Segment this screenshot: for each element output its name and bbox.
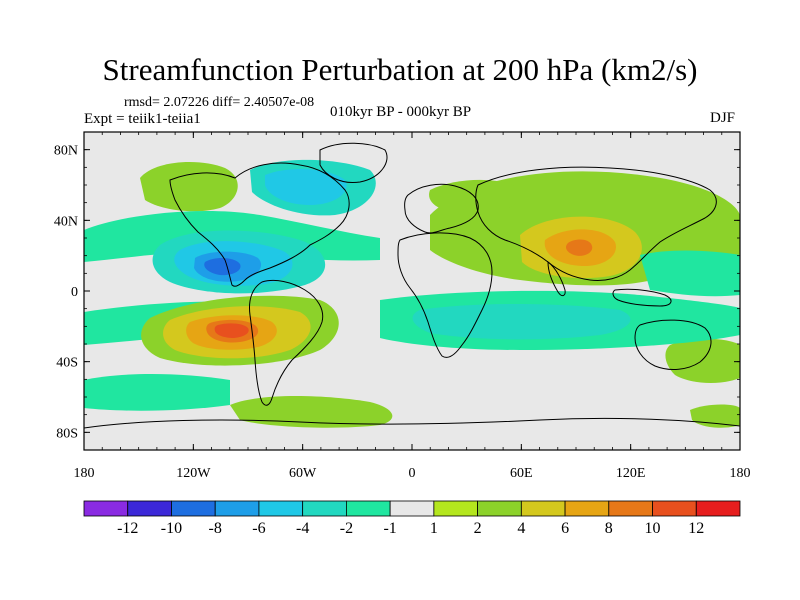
negative-band-east	[640, 250, 740, 297]
colorbar-label: -1	[383, 520, 396, 537]
positive-core-asia-8	[566, 239, 593, 256]
coast-india	[547, 260, 566, 297]
colorbar-swatch	[302, 500, 347, 517]
lat-tick-label: 40S	[56, 356, 78, 371]
positive-alaska	[140, 162, 238, 212]
season-label: DJF	[710, 110, 736, 126]
colorbar: -12 -10 -8 -6 -4 -2 -1 1 2 4 6 8 10 12	[83, 500, 741, 537]
colorbar-swatch	[695, 500, 741, 517]
lon-tick-label: 60E	[510, 466, 533, 481]
colorbar-label: -6	[252, 520, 265, 537]
negative-band-farsouth	[84, 374, 230, 411]
colorbar-swatch	[564, 500, 610, 517]
colorbar-label: 1	[430, 520, 438, 537]
coast-south-america	[249, 279, 324, 406]
lon-tick-label: 120W	[176, 466, 211, 481]
lat-tick-label: 40N	[54, 214, 78, 229]
positive-south-america-10	[214, 323, 249, 338]
colorbar-label: 10	[645, 520, 661, 537]
negative-pacific-8	[204, 258, 241, 276]
colorbar-label: -12	[117, 520, 138, 537]
colorbar-swatch	[608, 500, 653, 517]
colorbar-label: 4	[517, 520, 525, 537]
stats-line: rmsd= 2.07226 diff= 2.40507e-08	[124, 95, 315, 110]
coast-north-america	[169, 162, 350, 287]
contour-fills	[84, 159, 740, 428]
longitude-axis: 180 120W 60W 0 60E 120E 180	[74, 132, 751, 481]
lon-tick-label: 120E	[616, 466, 646, 481]
colorbar-swatch	[127, 500, 172, 517]
negative-north-america-core	[265, 168, 347, 205]
coastlines	[84, 142, 740, 429]
colorbar-swatch	[520, 500, 566, 517]
coast-asia	[475, 166, 717, 281]
colorbar-label: 2	[474, 520, 482, 537]
colorbar-label: -8	[209, 520, 222, 537]
experiment-label: Expt = teiik1-teiia1	[84, 111, 201, 127]
lat-tick-label: 80N	[54, 144, 78, 159]
coast-africa	[397, 232, 493, 358]
colorbar-label: 8	[605, 520, 613, 537]
positive-southern-band	[230, 396, 393, 428]
lon-tick-label: 180	[74, 466, 95, 481]
negative-southern-indian	[412, 304, 631, 340]
colorbar-label: 6	[561, 520, 569, 537]
coast-australia	[634, 319, 712, 370]
colorbar-swatch	[652, 500, 697, 517]
colorbar-swatch	[477, 500, 522, 517]
coast-europe	[404, 183, 479, 234]
positive-australia	[665, 338, 740, 384]
colorbar-swatch	[433, 500, 479, 517]
lon-tick-label: 60W	[289, 466, 317, 481]
colorbar-label: -2	[340, 520, 353, 537]
coast-antarctica	[84, 417, 740, 429]
colorbar-label: -10	[161, 520, 182, 537]
latitude-axis: 80N 40N 0 40S 80S	[54, 144, 740, 441]
colorbar-swatch	[345, 500, 391, 517]
lon-tick-label: 0	[409, 466, 416, 481]
coast-indonesia	[612, 288, 672, 307]
colorbar-label: -4	[296, 520, 309, 537]
colorbar-swatch	[83, 500, 129, 517]
lat-tick-label: 80S	[56, 426, 78, 441]
colorbar-swatch	[171, 500, 216, 517]
page-title: Streamfunction Perturbation at 200 hPa (…	[102, 52, 698, 87]
colorbar-swatch	[258, 500, 304, 517]
colorbar-swatch	[389, 500, 435, 517]
coast-greenland	[319, 142, 388, 184]
colorbar-swatch	[214, 500, 260, 517]
lon-tick-label: 180	[730, 466, 751, 481]
colorbar-label: 12	[688, 520, 704, 537]
lat-tick-label: 0	[71, 285, 78, 300]
period-label: 010kyr BP - 000kyr BP	[330, 104, 472, 120]
